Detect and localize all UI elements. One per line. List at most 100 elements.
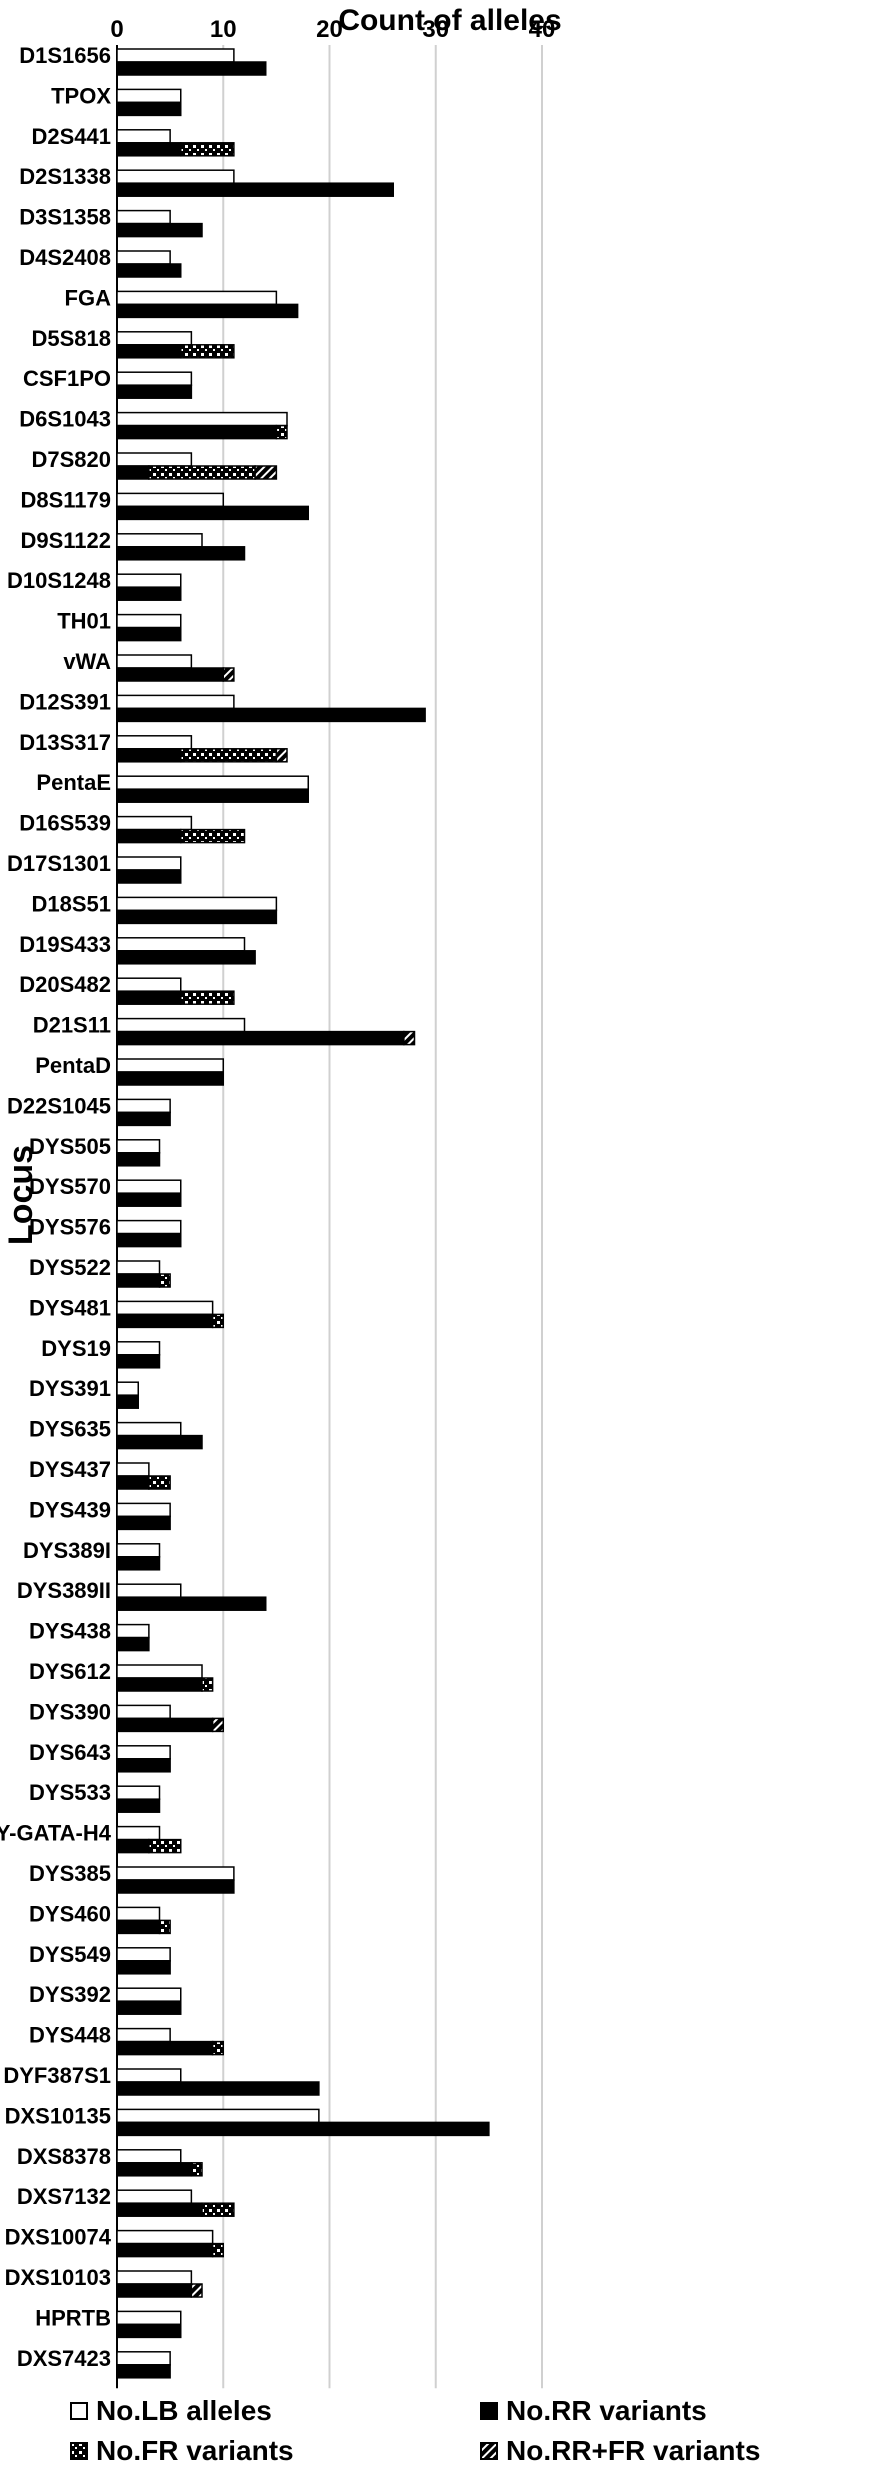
y-tick-label: DXS10074	[5, 2225, 112, 2250]
bar-rr-variants	[116, 2081, 320, 2096]
y-tick-label: DYS576	[29, 1215, 111, 1240]
bar-fr-variants	[180, 748, 278, 763]
bar-lb-alleles	[116, 1825, 161, 1841]
bar-lb-alleles	[116, 1219, 182, 1235]
bar-lb-alleles	[116, 169, 235, 184]
y-tick-label: DYS437	[29, 1457, 111, 1482]
bar-lb-alleles	[116, 250, 171, 265]
bar-rr-variants	[116, 1515, 171, 1531]
bar-lb-alleles	[116, 1017, 246, 1033]
y-tick-label: DYS448	[29, 2023, 111, 2048]
bar-fr-variants	[158, 1919, 171, 1935]
bar-fr-variants	[211, 1313, 224, 1329]
y-tick-label: DYS481	[29, 1295, 111, 1320]
y-tick-label: D20S482	[19, 972, 111, 997]
bar-rr-variants	[116, 182, 394, 197]
bar-rr-variants	[116, 1152, 161, 1167]
bar-lb-alleles	[116, 1623, 150, 1639]
y-tick-label: DXS7423	[17, 2346, 111, 2371]
bar-rr-variants	[116, 748, 182, 763]
bar-lb-alleles	[116, 2270, 193, 2285]
y-tick-label: D12S391	[19, 689, 111, 714]
bar-lb-alleles	[116, 129, 171, 144]
bar-lb-alleles	[116, 2189, 193, 2204]
bar-lb-alleles	[116, 1664, 203, 1679]
bar-lb-alleles	[116, 2149, 182, 2164]
y-tick-label: D2S1338	[19, 164, 111, 189]
bar-rr-variants	[116, 344, 182, 359]
bar-lb-alleles	[116, 411, 288, 427]
bar-lb-alleles	[116, 452, 193, 467]
bar-lb-alleles	[116, 331, 193, 346]
legend-item-lb: No.LB alleles	[70, 2395, 272, 2427]
y-tick-label: DXS10135	[5, 2103, 111, 2128]
legend-label-rr: No.RR variants	[506, 2395, 707, 2426]
bar-lb-alleles	[116, 1421, 182, 1437]
bar-fr-variants	[180, 990, 235, 1005]
bar-lb-alleles	[116, 1502, 171, 1518]
y-tick-label: D13S317	[19, 730, 111, 755]
bar-lb-alleles	[116, 492, 224, 508]
bar-lb-alleles	[116, 896, 278, 912]
bar-lb-alleles	[116, 775, 309, 790]
bar-fr-variants	[180, 142, 235, 157]
bar-fr-variants	[190, 2162, 203, 2177]
bar-fr-variants	[180, 344, 235, 359]
y-tick-label: DYS385	[29, 1861, 111, 1886]
bar-lb-alleles	[116, 1139, 161, 1154]
bar-rr-variants	[116, 142, 182, 157]
bar-rr-variants	[116, 2121, 490, 2137]
y-tick-label: D17S1301	[7, 851, 111, 876]
bar-lb-alleles	[116, 2229, 214, 2245]
y-tick-labels: D1S1656 TPOX D2S441 D2S1338 D3S1358 D4S2408 FG…	[0, 43, 112, 2371]
x-tick-label: 40	[529, 16, 556, 43]
bar-rr-variants	[116, 1071, 224, 1086]
bar-rr-variants	[116, 909, 278, 925]
y-tick-label: DYS570	[29, 1174, 111, 1199]
y-tick-label: DYS392	[29, 1982, 111, 2007]
y-tick-label: D7S820	[31, 447, 111, 472]
bar-fr-variants	[211, 2242, 224, 2258]
legend-swatch-dots	[70, 2442, 88, 2460]
bar-lb-alleles	[116, 1583, 182, 1598]
bar-rr-variants	[116, 263, 182, 278]
y-tick-label: D10S1248	[7, 568, 111, 593]
bar-lb-alleles	[116, 815, 193, 831]
y-tick-label: DYS389I	[23, 1538, 111, 1563]
bar-rr-variants	[116, 1232, 182, 1248]
y-tick-label: FGA	[65, 285, 112, 310]
bar-rr-variants	[116, 1838, 150, 1854]
y-tick-label: D5S818	[31, 326, 111, 351]
bar-rr-variants	[116, 626, 182, 642]
y-tick-label: DYS439	[29, 1497, 111, 1522]
bar-rr-variants	[116, 2283, 193, 2298]
legend-swatch-diag	[480, 2442, 498, 2460]
bar-rrfr-variants	[211, 1717, 224, 1733]
bar-rr-variants	[116, 1313, 214, 1329]
bar-rr-variants	[116, 61, 267, 76]
bar-rr-variants	[116, 1475, 150, 1490]
bar-rr-variants	[116, 2242, 214, 2258]
bar-lb-alleles	[116, 1179, 182, 1194]
y-tick-label: CSF1PO	[23, 366, 111, 391]
y-tick-label: D21S11	[33, 1013, 111, 1038]
y-tick-label: DYS522	[29, 1255, 111, 1280]
bar-lb-alleles	[116, 573, 182, 588]
bar-lb-alleles	[116, 88, 182, 104]
bar-rr-variants	[116, 505, 309, 521]
legend-item-fr: No.FR variants	[70, 2435, 294, 2467]
bar-lb-alleles	[116, 1704, 171, 1720]
x-tick-label: 0	[110, 16, 123, 43]
bar-rr-variants	[116, 2040, 214, 2056]
y-tick-label: DYF387S1	[3, 2063, 111, 2088]
y-tick-label: TPOX	[51, 83, 111, 108]
bar-lb-alleles	[116, 2310, 182, 2326]
bar-rr-variants	[116, 1111, 171, 1127]
bar-lb-alleles	[116, 533, 203, 548]
bar-rr-variants	[116, 990, 182, 1005]
bar-lb-alleles	[116, 2108, 320, 2124]
bar-rr-variants	[116, 1596, 267, 1611]
bar-rr-variants	[116, 1717, 214, 1733]
legend: No.LB alleles No.RR variants No.FR varia…	[70, 2395, 870, 2475]
